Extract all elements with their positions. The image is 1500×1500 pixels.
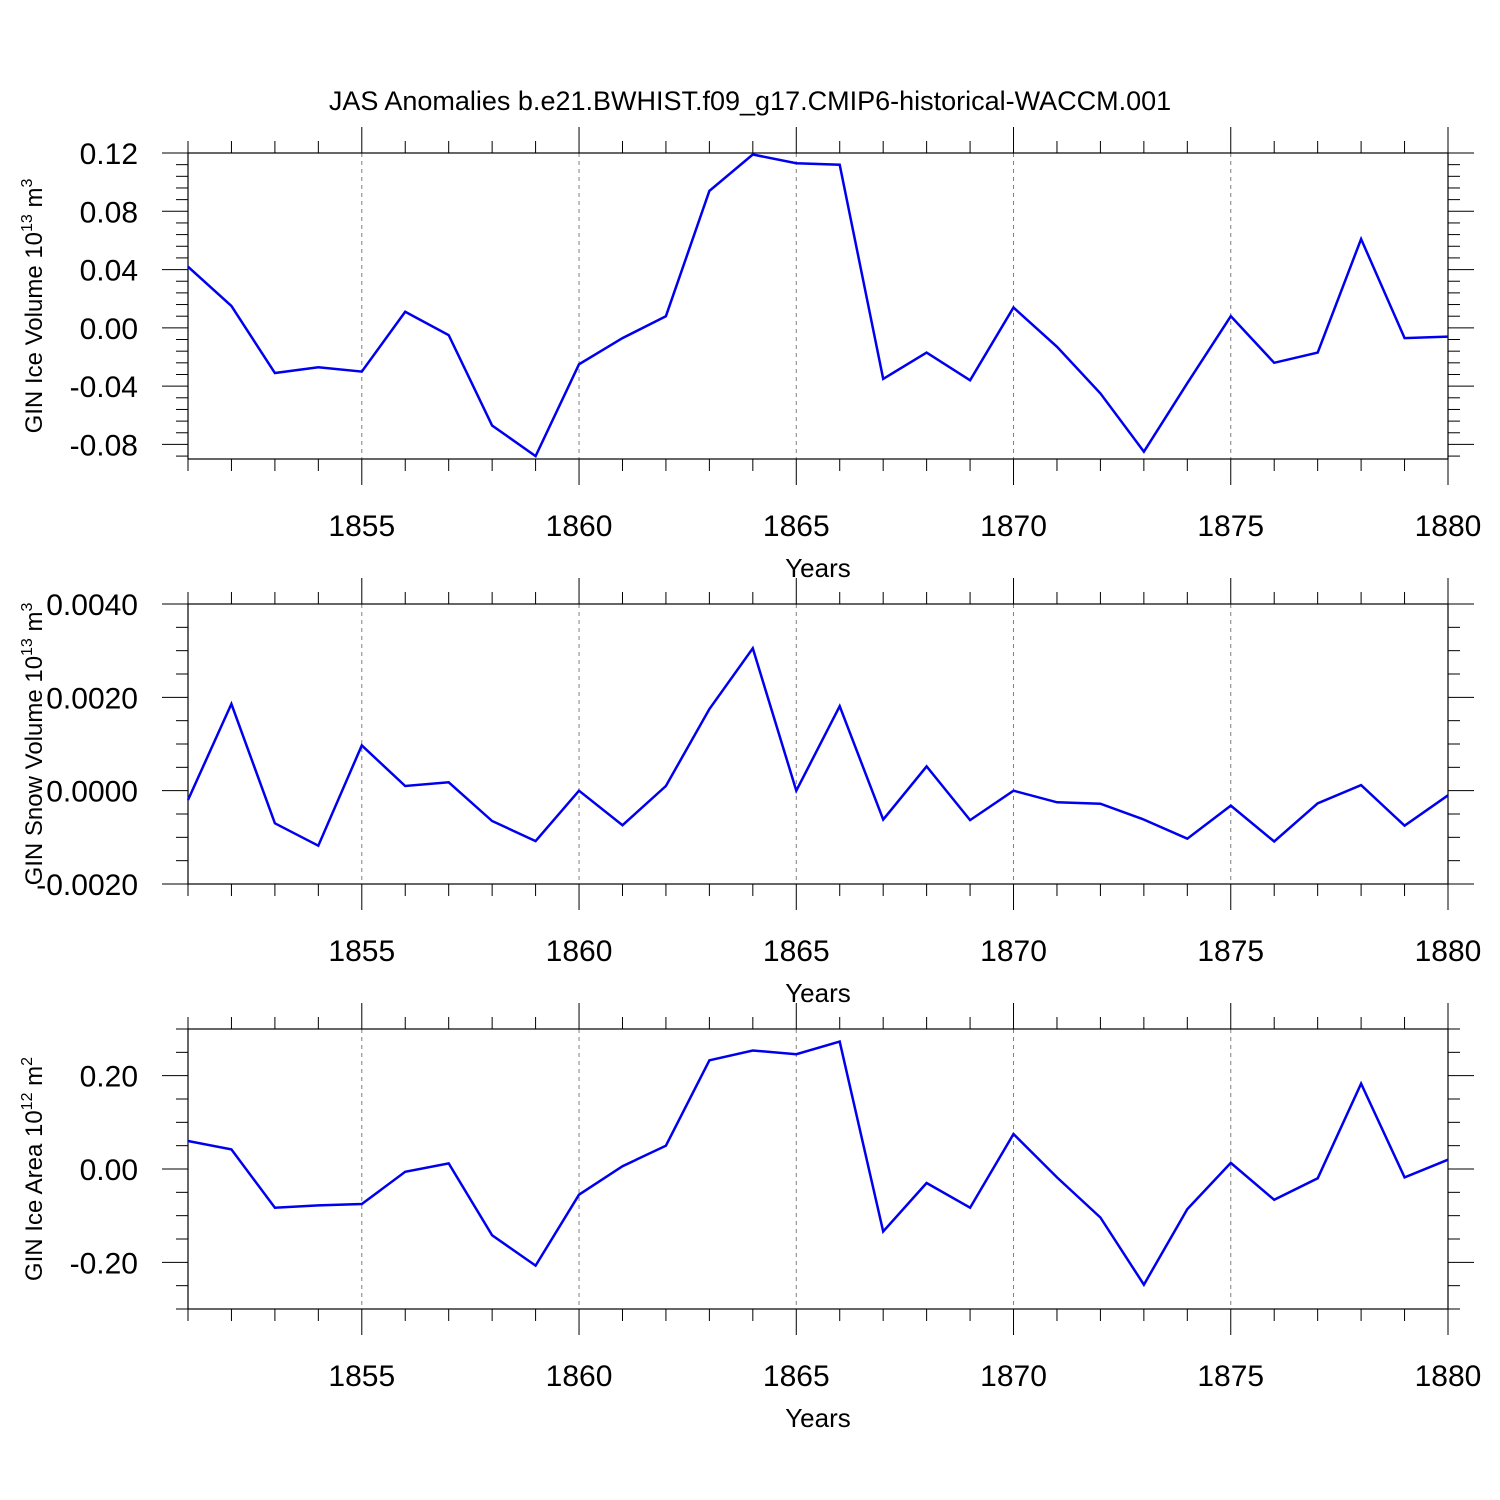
plot-frame xyxy=(187,1028,1449,1310)
snow-volume-panel: -0.0020 0.0000 0.0020 0.0040 1855 1860 1865 187… xyxy=(19,578,1481,1008)
x-tick-label: 1855 xyxy=(328,935,395,968)
x-tick-label: 1860 xyxy=(546,935,613,968)
y-tick-label: -0.20 xyxy=(70,1247,138,1280)
x-tick-label: 1860 xyxy=(546,510,613,543)
x-axis-label: Years xyxy=(785,1403,851,1433)
x-axis-label: Years xyxy=(785,553,851,583)
series-line xyxy=(187,1040,1449,1288)
y-tick-label: 0.20 xyxy=(80,1061,138,1094)
y-tick-label: -0.08 xyxy=(70,429,138,462)
x-tick-label: 1870 xyxy=(980,1360,1047,1393)
y-tick-label: 0.12 xyxy=(80,138,138,171)
x-tick-label: 1865 xyxy=(763,1360,830,1393)
plot-frame xyxy=(187,152,1449,460)
y-axis-label: GIN Ice Area 1012 m2 xyxy=(19,1057,48,1281)
y-tick-label: 0.00 xyxy=(80,313,138,346)
x-tick-label: 1880 xyxy=(1415,1360,1482,1393)
ice-volume-panel: -0.08 -0.04 0.00 0.04 0.08 0.12 1855 1860 1865 18… xyxy=(19,127,1481,583)
y-tick-label: 0.08 xyxy=(80,196,138,229)
plot-frame xyxy=(187,603,1449,885)
series-line xyxy=(187,153,1449,458)
x-tick-label: 1875 xyxy=(1197,1360,1264,1393)
y-axis-label-exponent: 13 xyxy=(19,638,36,656)
x-axis-label: Years xyxy=(785,978,851,1008)
y-axis-label: GIN Snow Volume 1013 m3 xyxy=(19,602,48,885)
x-tick-label: 1880 xyxy=(1415,935,1482,968)
y-axis-label-unit-exponent: 2 xyxy=(19,1057,36,1066)
x-tick-label: 1855 xyxy=(328,1360,395,1393)
x-tick-label: 1870 xyxy=(980,935,1047,968)
y-axis-label-unit-exponent: 3 xyxy=(19,179,36,188)
y-tick-label: 0.0040 xyxy=(46,589,138,622)
y-axis-label-unit-exponent: 3 xyxy=(19,602,36,611)
y-axis-label-text: GIN Snow Volume 10 xyxy=(21,656,48,885)
figure-title: JAS Anomalies b.e21.BWHIST.f09_g17.CMIP6… xyxy=(328,86,1172,116)
y-tick-label: 0.0000 xyxy=(46,776,138,809)
x-tick-label: 1860 xyxy=(546,1360,613,1393)
y-axis-label-exponent: 12 xyxy=(19,1092,36,1110)
x-tick-label: 1875 xyxy=(1197,935,1264,968)
series-line xyxy=(186,645,1449,848)
x-tick-label: 1855 xyxy=(328,510,395,543)
y-tick-label: 0.00 xyxy=(80,1154,138,1187)
x-tick-label: 1880 xyxy=(1415,510,1482,543)
y-axis-label-exponent: 13 xyxy=(19,214,36,232)
x-tick-label: 1865 xyxy=(763,935,830,968)
y-tick-label: -0.04 xyxy=(70,371,138,404)
ice-area-panel: -0.20 0.00 0.20 1855 1860 1865 1870 1875 1880 Yea… xyxy=(19,1003,1481,1433)
x-tick-label: 1875 xyxy=(1197,510,1264,543)
y-tick-label: -0.0020 xyxy=(36,869,138,902)
y-axis-label-text: GIN Ice Volume 10 xyxy=(21,232,48,433)
y-tick-label: 0.0020 xyxy=(46,682,138,715)
x-tick-label: 1865 xyxy=(763,510,830,543)
y-axis-label-text: GIN Ice Area 10 xyxy=(21,1110,48,1281)
y-tick-label: 0.04 xyxy=(80,255,138,288)
y-axis-label-unit: m xyxy=(21,1066,48,1093)
y-axis-label: GIN Ice Volume 1013 m3 xyxy=(19,179,48,434)
y-axis-label-unit: m xyxy=(21,188,48,215)
x-tick-label: 1870 xyxy=(980,510,1047,543)
y-axis-label-unit: m xyxy=(21,611,48,638)
